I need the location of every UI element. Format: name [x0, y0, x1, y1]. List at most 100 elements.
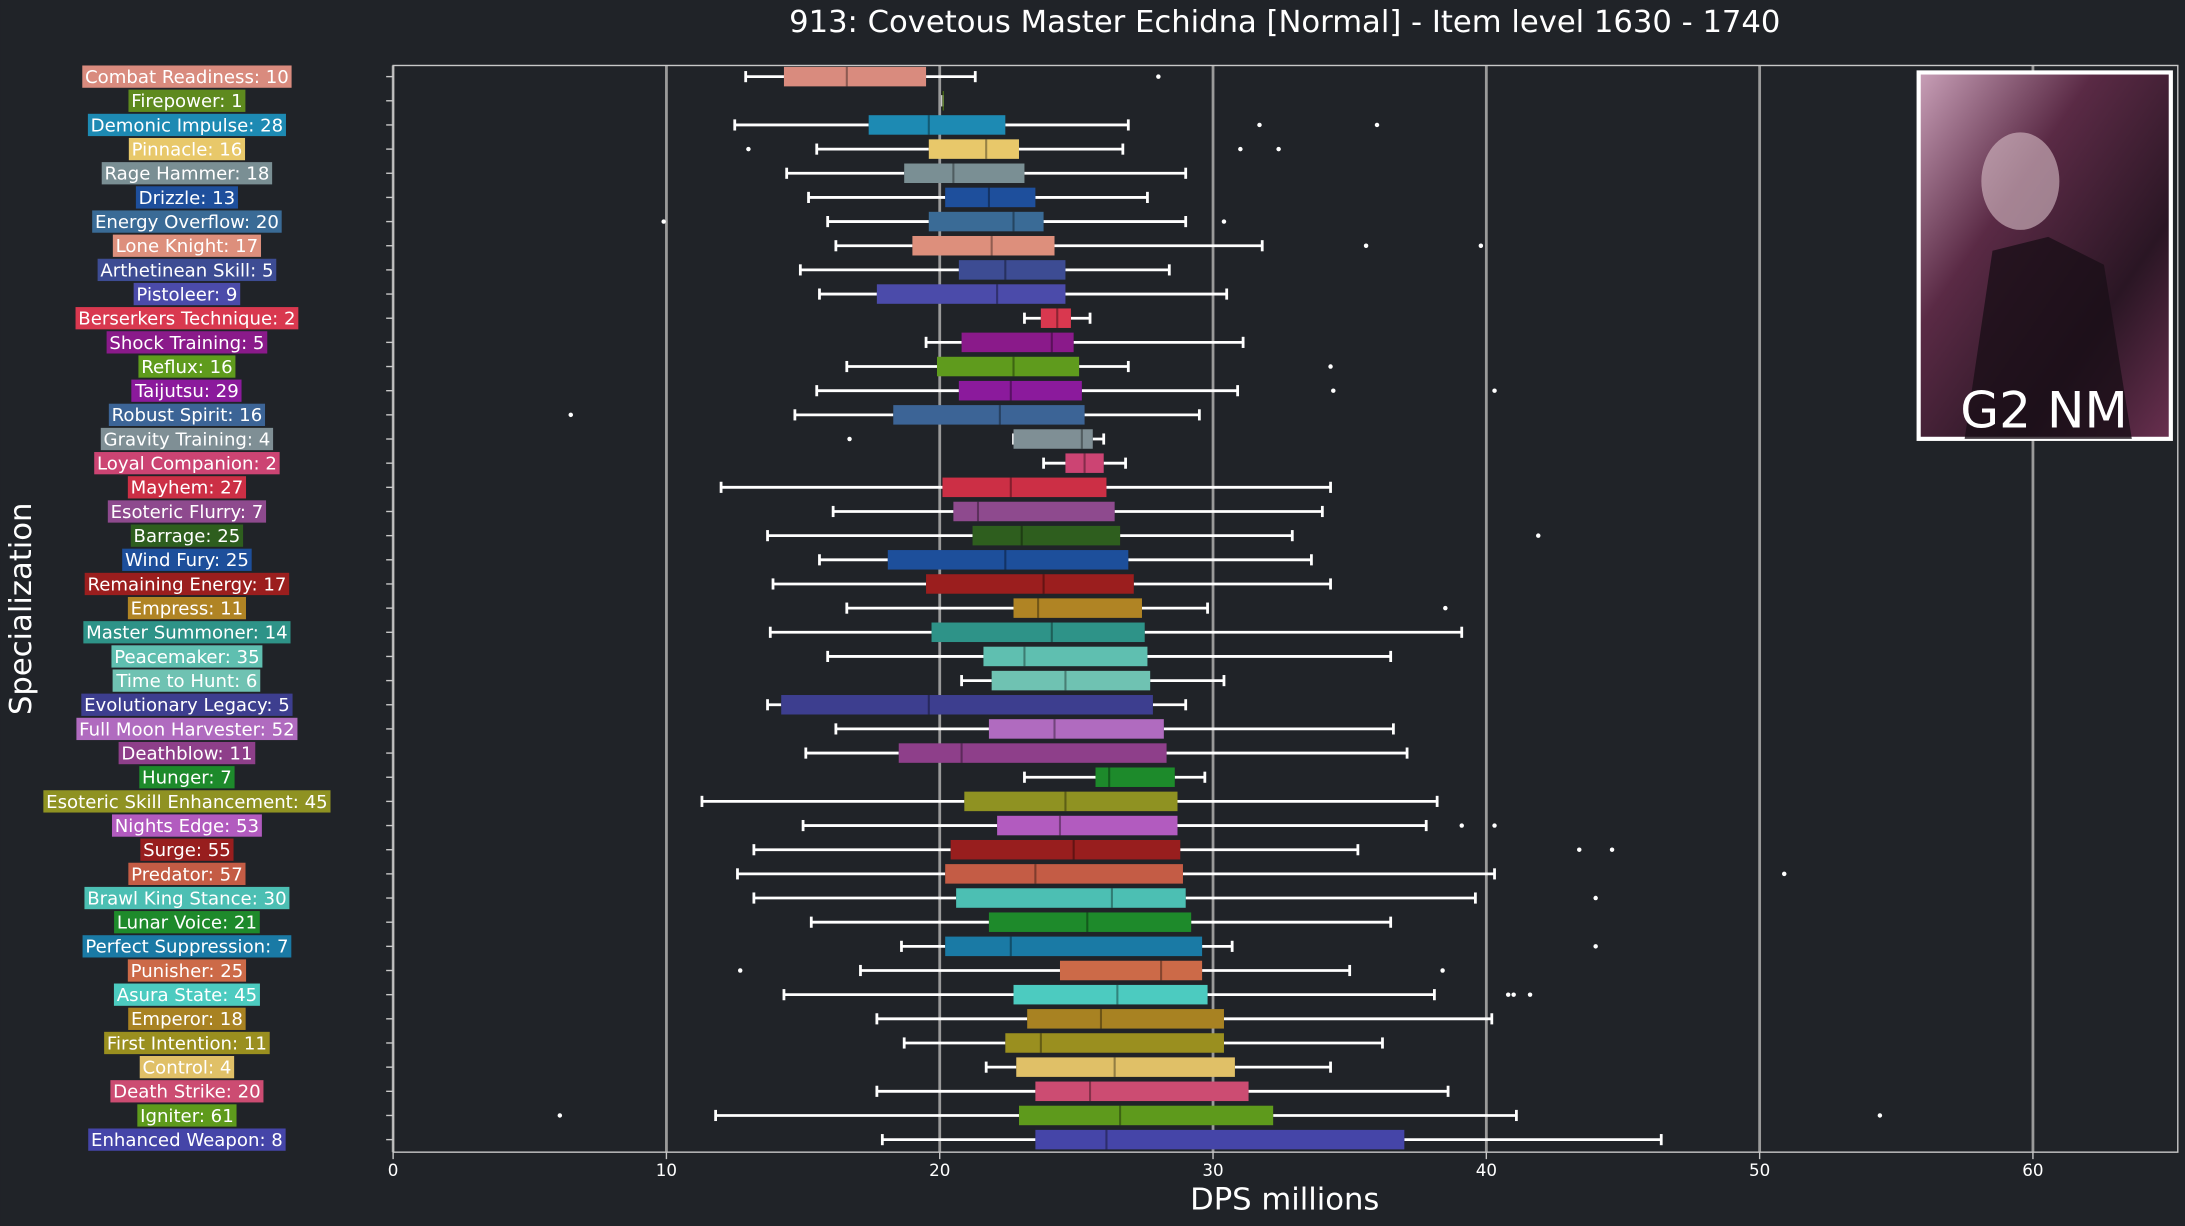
category-label: Remaining Energy: 17 — [87, 574, 286, 595]
x-tick-label: 40 — [1476, 1160, 1497, 1180]
category-label-bg — [114, 911, 260, 934]
box — [958, 260, 1066, 280]
y-axis-label: Specialization — [4, 503, 39, 715]
outlier — [1238, 146, 1243, 152]
category-label-bg — [140, 838, 234, 861]
category-label-bg — [111, 645, 263, 668]
category-label: Shock Training: 5 — [109, 333, 264, 354]
outlier — [1593, 944, 1598, 949]
category-label-bg — [130, 524, 244, 547]
category-label: Pistoleer: 9 — [136, 284, 237, 305]
category-label: Taijutsu: 29 — [134, 381, 239, 402]
outlier — [1505, 992, 1511, 997]
category-label: Predator: 57 — [131, 864, 243, 885]
category-label-bg — [113, 983, 260, 1006]
category-label-bg — [88, 1128, 286, 1151]
category-label: Robust Spirit: 16 — [112, 405, 263, 426]
x-tick-label: 30 — [1202, 1160, 1223, 1180]
category-label-bg — [100, 427, 274, 451]
category-label-bg — [82, 65, 292, 88]
category-label-bg — [135, 186, 238, 209]
category-label-bg — [118, 741, 256, 765]
outlier — [1328, 364, 1333, 369]
category-label: Master Summoner: 14 — [86, 623, 288, 644]
category-label-bg — [82, 935, 292, 958]
x-axis-label: DPS millions — [1190, 1182, 1379, 1217]
category-label-bg — [131, 379, 242, 402]
box — [988, 912, 1192, 932]
category-label: Drizzle: 13 — [139, 188, 236, 209]
category-label: Reflux: 16 — [141, 357, 232, 378]
category-label: Control: 4 — [143, 1058, 232, 1079]
box — [887, 550, 1129, 570]
category-label-bg — [137, 1104, 237, 1127]
category-label-bg — [122, 548, 252, 571]
category-label-bg — [84, 572, 290, 596]
category-label: Empress: 11 — [131, 599, 244, 620]
box — [961, 332, 1074, 353]
outlier — [1527, 992, 1533, 997]
box — [1013, 598, 1142, 618]
category-label-bg — [133, 282, 241, 306]
category-label: Asura State: 45 — [117, 985, 257, 1006]
category-label-bg — [92, 210, 282, 233]
category-label: Perfect Suppression: 7 — [85, 937, 288, 958]
outlier — [1593, 895, 1598, 901]
category-label-bg — [128, 89, 246, 112]
portrait-figure — [1981, 132, 2060, 230]
outlier — [1536, 533, 1541, 538]
outlier — [1577, 847, 1582, 852]
box — [1013, 429, 1093, 449]
category-label: Firepower: 1 — [131, 91, 242, 112]
outlier — [557, 1113, 563, 1118]
box — [945, 864, 1183, 884]
category-label: Energy Overflow: 20 — [95, 212, 279, 233]
box — [1059, 960, 1203, 981]
box — [953, 501, 1115, 522]
outlier — [737, 968, 743, 973]
outlier — [1511, 992, 1516, 997]
category-label: Brawl King Stance: 30 — [87, 888, 286, 909]
outlier — [568, 412, 573, 418]
category-label: Pinnacle: 16 — [132, 139, 243, 160]
box — [928, 139, 1019, 159]
category-label-bg — [104, 1031, 270, 1055]
box — [912, 235, 1055, 256]
category-label: Evolutionary Legacy: 5 — [84, 695, 290, 716]
category-label-bg — [101, 162, 273, 185]
category-label: Gravity Training: 4 — [104, 429, 271, 450]
outlier — [1276, 146, 1281, 152]
category-label-bg — [112, 234, 262, 257]
box — [781, 695, 1153, 715]
outlier — [1221, 219, 1227, 224]
category-label-bg — [108, 403, 266, 426]
category-label-bg — [106, 331, 268, 354]
category-label: Arthetinean Skill: 5 — [100, 260, 273, 281]
category-label: Time to Hunt: 6 — [115, 671, 257, 692]
box — [958, 380, 1082, 401]
box — [1035, 1081, 1249, 1102]
box — [950, 839, 1181, 860]
outlier — [746, 146, 751, 152]
x-tick-label: 60 — [2022, 1160, 2043, 1180]
box — [997, 815, 1178, 836]
chart-title: 913: Covetous Master Echidna [Normal] - … — [789, 5, 1780, 40]
category-label-bg — [107, 500, 267, 523]
category-label: Enhanced Weapon: 8 — [91, 1130, 283, 1151]
outlier — [1443, 605, 1448, 611]
category-label-bg — [94, 452, 280, 475]
box — [991, 670, 1151, 691]
category-label: Nights Edge: 53 — [115, 816, 259, 837]
box — [1040, 308, 1071, 328]
category-label: Esoteric Skill Enhancement: 45 — [46, 792, 328, 813]
box — [928, 211, 1044, 232]
category-label: Combat Readiness: 10 — [85, 67, 289, 88]
box — [1027, 1009, 1224, 1029]
outlier — [1609, 847, 1615, 852]
category-label-bg — [83, 621, 291, 644]
category-label: Barrage: 25 — [134, 526, 241, 547]
box — [945, 936, 1203, 957]
category-label-bg — [81, 693, 293, 716]
category-label: Surge: 55 — [143, 840, 231, 861]
